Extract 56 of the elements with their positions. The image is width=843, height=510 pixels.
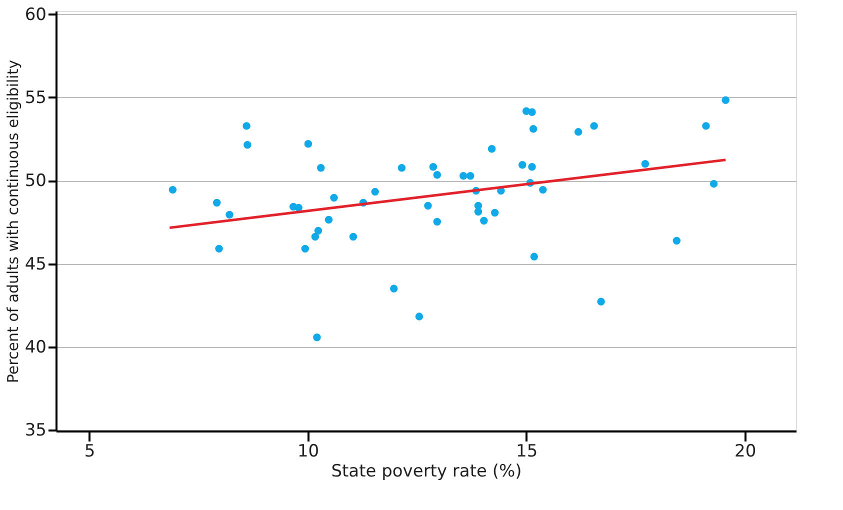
y-tick-label: 45 — [24, 254, 46, 274]
point — [539, 186, 547, 194]
point — [590, 122, 598, 130]
point — [324, 216, 333, 224]
point — [529, 125, 538, 133]
point — [466, 172, 474, 180]
point — [530, 252, 538, 261]
point — [424, 202, 432, 210]
x-axis-title: State poverty rate (%) — [331, 462, 522, 482]
point — [528, 108, 536, 116]
point — [710, 180, 718, 188]
point — [390, 284, 398, 292]
x-tick-label: 10 — [297, 442, 320, 462]
point — [215, 244, 223, 253]
point — [488, 145, 496, 153]
point — [168, 186, 177, 194]
point — [349, 232, 358, 241]
point — [460, 172, 468, 180]
point — [429, 162, 438, 171]
point — [518, 160, 526, 169]
point — [528, 162, 536, 171]
point — [304, 140, 312, 148]
point — [212, 198, 221, 207]
y-tick-label: 60 — [24, 4, 46, 25]
y-axis-title: Percent of adults with continuous eligibility — [4, 60, 22, 384]
point — [597, 298, 605, 306]
x-tick-label: 5 — [84, 442, 96, 462]
y-tick-label: 50 — [24, 171, 46, 192]
point — [301, 244, 310, 253]
point — [574, 128, 582, 136]
point — [317, 164, 325, 172]
point — [244, 141, 252, 149]
x-tick-label: 15 — [516, 442, 538, 462]
point — [474, 208, 482, 216]
point — [415, 312, 424, 320]
point — [314, 226, 322, 235]
point — [702, 122, 710, 130]
point — [294, 204, 302, 212]
point — [398, 164, 406, 172]
point — [311, 232, 320, 241]
point — [480, 216, 488, 225]
point — [242, 122, 250, 130]
point — [330, 194, 338, 202]
point — [672, 236, 681, 245]
point — [433, 170, 442, 179]
y-tick-label: 55 — [24, 88, 46, 108]
point — [433, 218, 442, 226]
point — [490, 208, 499, 217]
y-tick-label: 35 — [24, 420, 46, 441]
x-tick-label: 20 — [734, 442, 756, 462]
point — [371, 188, 379, 196]
point — [313, 333, 321, 342]
point — [226, 210, 234, 219]
y-tick-label: 40 — [24, 338, 46, 358]
point — [641, 160, 650, 168]
point — [722, 96, 730, 104]
